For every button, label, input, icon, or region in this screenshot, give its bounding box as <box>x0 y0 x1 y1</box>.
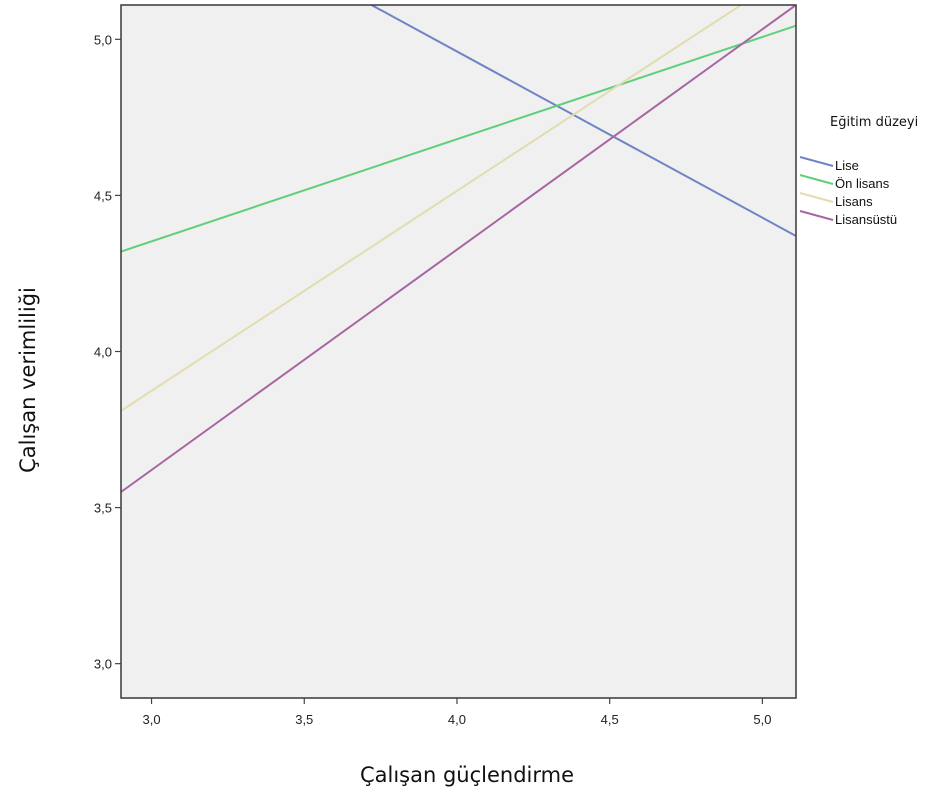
x-axis-label: Çalışan güçlendirme <box>360 763 574 787</box>
x-axis-ticks: 3,0 3,5 4,0 4,5 5,0 <box>143 698 771 727</box>
legend-swatch <box>799 192 834 203</box>
x-tick-label: 3,5 <box>295 712 313 727</box>
y-axis-ticks: 3,0 3,5 4,0 4,5 5,0 <box>94 32 121 672</box>
x-tick-label: 5,0 <box>753 712 771 727</box>
y-tick-label: 4,0 <box>94 345 112 360</box>
legend: Eğitim düzeyi Lise Ön lisans Lisans Lisansü… <box>799 115 918 227</box>
series-line-3 <box>121 5 742 412</box>
legend-item-label: Ön lisans <box>835 176 890 191</box>
series-line-2 <box>121 24 796 253</box>
x-tick-label: 4,5 <box>601 712 619 727</box>
plot-area <box>121 5 796 698</box>
x-tick-label: 3,0 <box>143 712 161 727</box>
legend-swatch <box>799 174 834 185</box>
series-line-4 <box>121 5 796 493</box>
y-axis-label: Çalışan verimliliği <box>16 287 40 473</box>
y-tick-label: 5,0 <box>94 32 112 47</box>
legend-item-label: Lisans <box>835 194 873 209</box>
legend-swatch <box>799 156 834 167</box>
legend-item-label: Lise <box>835 158 859 173</box>
legend-item-label: Lisansüstü <box>835 212 897 227</box>
series-line-1 <box>371 5 796 237</box>
series-lines <box>121 5 796 493</box>
plot-frame <box>120 4 797 699</box>
y-tick-label: 3,5 <box>94 501 112 516</box>
legend-swatch <box>799 210 834 221</box>
y-tick-label: 3,0 <box>94 657 112 672</box>
y-tick-label: 4,5 <box>94 188 112 203</box>
legend-title: Eğitim düzeyi <box>830 115 918 130</box>
x-tick-label: 4,0 <box>448 712 466 727</box>
